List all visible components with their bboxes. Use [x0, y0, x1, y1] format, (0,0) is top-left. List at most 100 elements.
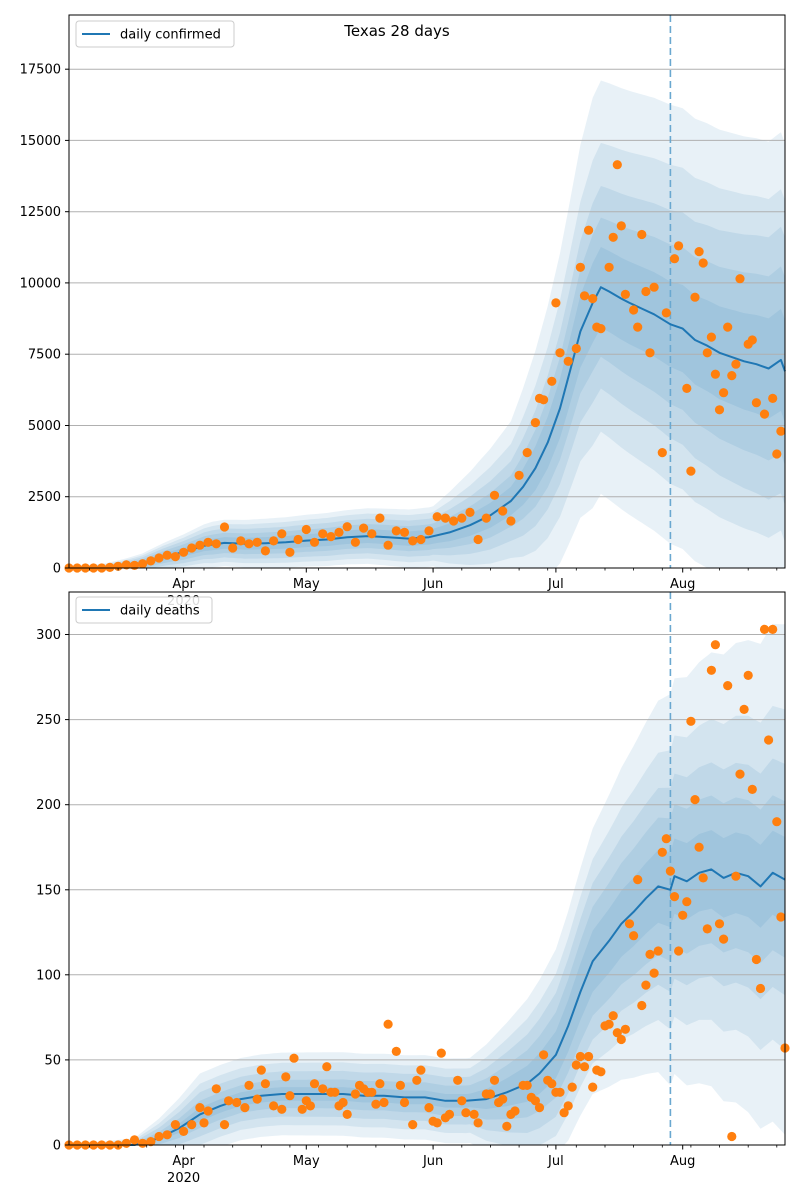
data-point — [146, 1137, 156, 1147]
axes-frame — [68, 591, 786, 1146]
data-point — [338, 1097, 348, 1108]
data-point — [260, 1079, 270, 1089]
data-point — [309, 537, 320, 547]
data-point — [555, 1087, 565, 1097]
data-point — [481, 513, 491, 523]
x-tick-label: Jul — [547, 577, 564, 592]
data-point — [686, 716, 696, 726]
data-point — [453, 1075, 463, 1085]
data-point — [534, 1103, 545, 1113]
data-point — [735, 769, 745, 779]
x-tick-label: Jun — [422, 1154, 443, 1169]
data-point — [620, 1024, 631, 1034]
data-point — [665, 866, 676, 876]
data-point — [575, 262, 586, 272]
data-point — [367, 529, 377, 539]
data-point — [612, 160, 622, 170]
data-point — [195, 540, 205, 550]
confidence-band — [69, 142, 785, 568]
data-point — [743, 670, 753, 681]
data-point — [502, 1121, 512, 1131]
data-point — [539, 1050, 549, 1060]
data-point — [457, 513, 467, 523]
x-tick-label: Apr — [172, 1154, 195, 1169]
data-point — [424, 1103, 434, 1113]
confidence-band — [69, 830, 785, 1145]
y-tick-label: 150 — [36, 883, 61, 898]
confidence-band — [69, 705, 785, 1145]
data-point — [547, 1079, 557, 1089]
data-point — [293, 534, 303, 545]
confirmed-chart: 025005000750010000125001500017500Apr2020… — [20, 14, 786, 609]
data-point — [342, 1109, 352, 1119]
data-point — [375, 513, 385, 523]
data-point — [334, 527, 344, 538]
data-point — [461, 1108, 471, 1118]
y-tick-label: 17500 — [20, 63, 61, 78]
y-tick-label: 7500 — [28, 348, 61, 363]
data-point — [260, 546, 270, 556]
data-point — [121, 1138, 131, 1148]
gridlines — [69, 634, 785, 1061]
y-tick-label: 15000 — [20, 134, 61, 149]
data-point — [277, 1104, 287, 1114]
y-tick-label: 12500 — [20, 205, 61, 220]
data-point — [661, 308, 671, 318]
data-point — [395, 1080, 405, 1090]
data-point — [412, 1075, 422, 1085]
y-tick-label: 200 — [36, 798, 61, 813]
data-point — [641, 980, 651, 990]
data-point — [723, 322, 733, 332]
x-tick-label: May — [293, 1154, 320, 1169]
data-point — [359, 523, 369, 533]
data-point — [702, 924, 712, 934]
data-point — [113, 561, 123, 571]
y-tick-label: 0 — [53, 562, 61, 577]
data-point — [383, 1019, 393, 1029]
data-point — [669, 892, 680, 902]
y-tick-label: 5000 — [28, 419, 61, 434]
y-tick-label: 100 — [36, 968, 61, 983]
data-point — [399, 1097, 410, 1108]
data-point — [649, 282, 659, 292]
data-point — [637, 1000, 647, 1011]
data-point — [449, 516, 459, 526]
legend-label: daily confirmed — [120, 28, 221, 43]
data-point — [309, 1079, 320, 1089]
data-point — [751, 954, 762, 965]
data-point — [138, 559, 148, 569]
data-point — [588, 1082, 598, 1092]
data-point — [551, 298, 561, 308]
data-point — [698, 258, 708, 268]
data-point — [682, 897, 692, 907]
data-point — [698, 873, 708, 883]
confidence-band — [69, 623, 785, 1145]
data-point — [408, 536, 418, 546]
confidence-band — [69, 795, 785, 1145]
data-point — [641, 286, 651, 297]
data-point — [719, 934, 729, 944]
data-point — [678, 910, 688, 920]
data-point — [224, 1096, 234, 1106]
data-point — [277, 529, 287, 539]
legend-label: daily deaths — [120, 604, 200, 619]
data-point — [465, 507, 475, 517]
data-point — [645, 348, 655, 358]
data-point — [318, 1084, 328, 1094]
data-point — [661, 834, 671, 844]
data-point — [674, 946, 684, 956]
y-tick-label: 300 — [36, 628, 61, 643]
data-point — [170, 1120, 180, 1130]
data-point — [522, 448, 532, 458]
data-point — [121, 560, 131, 570]
data-point — [674, 241, 684, 251]
data-point — [649, 968, 659, 978]
data-point — [723, 681, 733, 691]
data-point — [498, 1094, 508, 1104]
data-point — [604, 1019, 614, 1029]
chart-title: Texas 28 days — [343, 22, 450, 40]
data-point — [432, 512, 442, 522]
data-point — [138, 1138, 148, 1148]
data-point — [694, 247, 704, 257]
confidence-band — [69, 186, 785, 568]
